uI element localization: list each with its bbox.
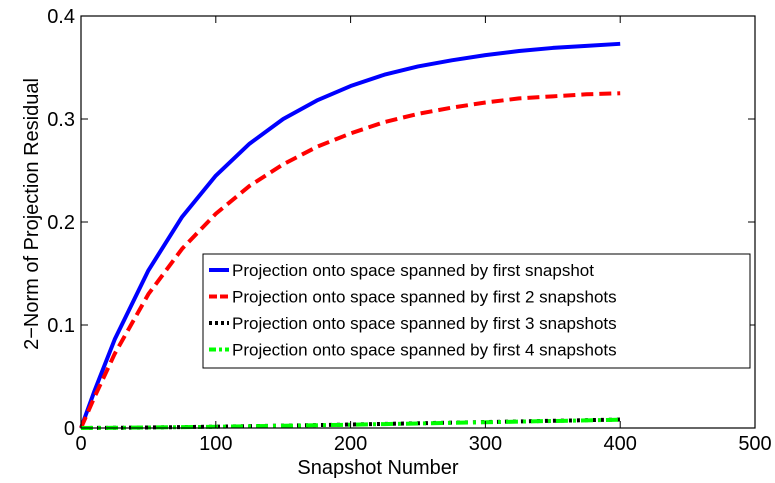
legend-label-2: Projection onto space spanned by first 2…: [232, 288, 617, 307]
tick-marks: [80, 15, 756, 429]
x-tick-label: 100: [199, 433, 232, 455]
legend-label-3: Projection onto space spanned by first 3…: [232, 314, 617, 333]
y-tick-label: 0.4: [47, 6, 75, 28]
legend-box: [202, 253, 751, 369]
x-tick-label: 400: [604, 433, 637, 455]
legend: Projection onto space spanned by first s…: [202, 253, 751, 369]
x-tick-label: 300: [469, 433, 502, 455]
y-tick-label: 0.3: [47, 109, 75, 131]
legend-label-4: Projection onto space spanned by first 4…: [232, 341, 617, 360]
y-tick-label: 0.1: [47, 315, 75, 337]
series-line-1: [79, 41, 621, 429]
tick-labels: 0 100 200 300 400 500 0 0.1 0.2 0.3 0.4: [47, 6, 772, 455]
x-axis-label: Snapshot Number: [297, 457, 459, 479]
x-tick-label: 500: [738, 433, 771, 455]
legend-label-1: Projection onto space spanned by first s…: [232, 261, 594, 280]
y-axis-label: 2−Norm of Projection Residual: [21, 78, 43, 350]
x-tick-label: 0: [75, 433, 86, 455]
x-tick-label: 200: [334, 433, 367, 455]
y-tick-label: 0: [64, 418, 75, 440]
y-tick-label: 0.2: [47, 212, 75, 234]
